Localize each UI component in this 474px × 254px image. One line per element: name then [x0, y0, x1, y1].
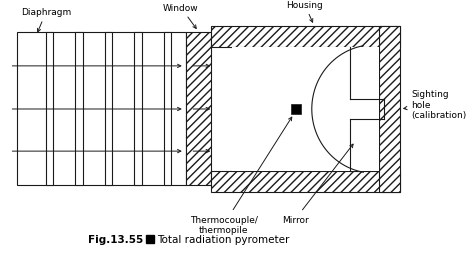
- Bar: [211, 27, 400, 48]
- Text: Total radiation pyrometer: Total radiation pyrometer: [157, 234, 290, 244]
- Bar: [75, 33, 83, 186]
- Bar: [379, 27, 400, 193]
- Text: Mirror: Mirror: [282, 145, 353, 224]
- Text: Housing: Housing: [286, 1, 323, 23]
- Bar: [17, 33, 186, 186]
- Text: Fig.13.55: Fig.13.55: [88, 234, 143, 244]
- Text: Diaphragm: Diaphragm: [21, 8, 71, 33]
- Bar: [105, 33, 112, 186]
- Bar: [46, 33, 53, 186]
- Text: Window: Window: [163, 4, 199, 29]
- Bar: [232, 48, 379, 171]
- Bar: [164, 33, 172, 186]
- Bar: [186, 33, 211, 186]
- Text: Sighting
hole
(calibration): Sighting hole (calibration): [404, 90, 466, 120]
- Bar: [291, 105, 301, 115]
- Text: Thermocouple/
thermopile: Thermocouple/ thermopile: [190, 118, 292, 234]
- Bar: [134, 33, 142, 186]
- Bar: [211, 171, 400, 193]
- Bar: [146, 235, 154, 243]
